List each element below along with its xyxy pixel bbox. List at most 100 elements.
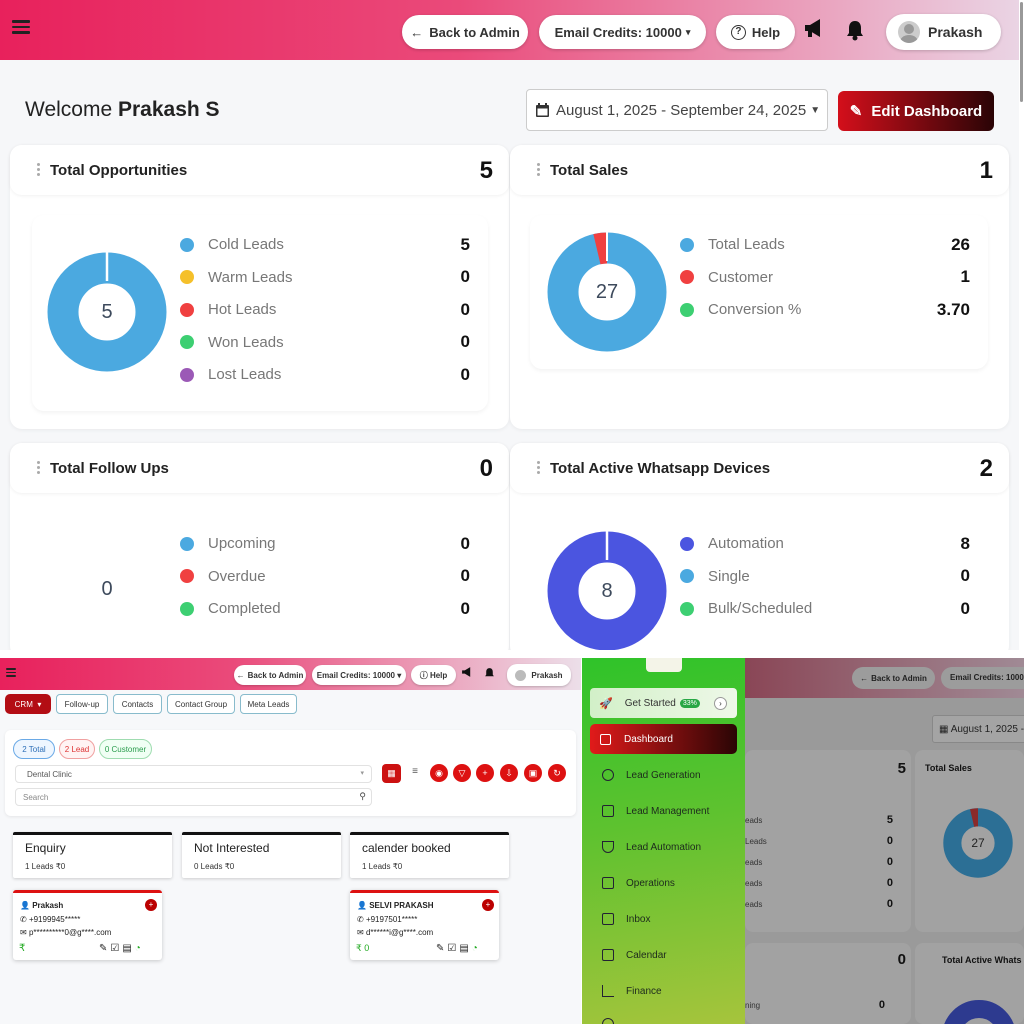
- filter-icon[interactable]: ▽: [453, 764, 471, 782]
- legend-dot: [180, 335, 194, 349]
- hide-icon[interactable]: ◉: [430, 764, 448, 782]
- chart-icon: [602, 985, 614, 997]
- card-total: 2: [979, 455, 993, 482]
- sidebar-item-lead-automation[interactable]: Lead Automation: [602, 841, 701, 853]
- legend-label: Single: [708, 567, 750, 585]
- grid-view-icon[interactable]: ▦: [382, 764, 401, 783]
- drag-handle-icon[interactable]: [37, 163, 41, 177]
- tab-meta-leads[interactable]: Meta Leads: [240, 694, 297, 714]
- megaphone-icon[interactable]: [461, 666, 474, 678]
- search-input[interactable]: Search ⚲: [15, 788, 372, 806]
- legend-item: Single 0: [680, 566, 980, 585]
- user-menu[interactable]: Prakash: [886, 14, 1001, 50]
- opportunities-card: Total Opportunities 5 5 Cold Leads 5 Warm …: [10, 145, 509, 429]
- legend-dot: [180, 237, 194, 252]
- tab-contacts[interactable]: Contacts: [113, 694, 162, 714]
- sidebar-item-lead-management[interactable]: Lead Management: [602, 805, 709, 817]
- card-total: 0: [479, 455, 493, 482]
- dim-card-followups: 0 ning 0: [745, 943, 911, 1024]
- pill-total[interactable]: 2 Total: [13, 739, 55, 759]
- sidebar-item-lead-generation[interactable]: Lead Generation: [602, 769, 701, 781]
- lead-actions[interactable]: ✎☑▤◔: [436, 943, 481, 954]
- lead-name: 👤 Prakash: [20, 901, 64, 910]
- pill-customer[interactable]: 0 Customer: [99, 739, 152, 759]
- calendar-icon: [536, 103, 549, 117]
- help-button[interactable]: ? Help: [716, 15, 795, 49]
- sidebar-item-inbox[interactable]: Inbox: [602, 913, 650, 925]
- inbox-icon: [602, 913, 614, 925]
- tab-follow-up[interactable]: Follow-up: [56, 694, 108, 714]
- drag-handle-icon[interactable]: [37, 461, 41, 475]
- card-header: Total Active Whatsapp Devices 2: [510, 443, 1009, 493]
- legend-dot: [680, 270, 694, 284]
- box-icon[interactable]: ▣: [524, 764, 542, 782]
- legend-value: 0: [460, 364, 470, 384]
- drag-handle-icon[interactable]: [537, 461, 541, 475]
- lead-card[interactable]: 👤 Prakash + ✆ +9199945***** ✉ p*********…: [13, 890, 162, 960]
- logo: [646, 658, 682, 672]
- dim-legend-label: eads: [745, 900, 763, 909]
- lead-actions[interactable]: ✎☑▤◔: [99, 943, 144, 954]
- date-range-picker[interactable]: August 1, 2025 - September 24, 2025 ▼: [526, 89, 828, 131]
- lead-name: 👤 SELVI PRAKASH: [357, 901, 434, 910]
- pipeline-select[interactable]: Dental Clinic ▾: [15, 765, 372, 783]
- legend-dot: [180, 270, 194, 284]
- chevron-right-icon[interactable]: ›: [714, 696, 727, 710]
- get-started-item[interactable]: 🚀 Get Started 33% ›: [590, 688, 737, 718]
- dim-legend-label: eads: [745, 858, 763, 867]
- date-range-picker[interactable]: ▦ August 1, 2025 -: [932, 715, 1024, 743]
- add-icon[interactable]: +: [145, 899, 157, 911]
- arrow-left-icon: ←: [410, 24, 424, 40]
- add-icon[interactable]: +: [476, 764, 494, 782]
- menu-icon[interactable]: [6, 668, 16, 682]
- import-icon[interactable]: ⇩: [500, 764, 518, 782]
- add-icon[interactable]: +: [482, 899, 494, 911]
- bell-icon[interactable]: [484, 667, 495, 679]
- drag-handle-icon[interactable]: [537, 163, 541, 177]
- sidebar-item-more[interactable]: [602, 1018, 626, 1024]
- sidebar-item-dashboard[interactable]: Dashboard: [590, 724, 737, 754]
- legend-dot: [680, 237, 694, 252]
- dim-card-whatsapp: Total Active Whats: [915, 943, 1024, 1024]
- sidebar-item-calendar[interactable]: Calendar: [602, 949, 667, 961]
- legend-value: 0: [460, 332, 470, 351]
- list-view-icon[interactable]: ≡: [412, 766, 418, 777]
- email-credits-dropdown[interactable]: Email Credits: 10000: [941, 667, 1024, 689]
- legend-item: Warm Leads 0: [180, 267, 480, 286]
- legend-item: Cold Leads 5: [180, 235, 480, 254]
- scrollbar[interactable]: [1019, 0, 1024, 650]
- email-credits-dropdown[interactable]: Email Credits: 10000 ▾: [539, 15, 706, 49]
- sidebar-item-finance[interactable]: Finance: [602, 985, 662, 997]
- card-total: 5: [479, 157, 493, 184]
- donut-svg: [547, 232, 667, 352]
- legend-dot: [180, 302, 194, 317]
- menu-icon[interactable]: [12, 20, 30, 34]
- back-to-admin-button[interactable]: ← Back to Admin: [402, 15, 528, 49]
- tab-crm[interactable]: CRM ▾: [5, 694, 51, 714]
- dim-legend-label: eads: [745, 816, 763, 825]
- card-header: Total Opportunities 5: [10, 145, 509, 195]
- megaphone-icon[interactable]: [803, 17, 827, 39]
- legend-item: Completed 0: [180, 599, 480, 618]
- help-button[interactable]: ⓘ Help: [411, 665, 456, 685]
- legend-label: Total Leads: [708, 236, 785, 253]
- tab-contact-group[interactable]: Contact Group: [167, 694, 235, 714]
- whatsapp-card: Total Active Whatsapp Devices 2 8 Automa…: [510, 443, 1009, 658]
- user-menu[interactable]: Prakash: [507, 664, 571, 686]
- stage-column-not-interested: Not Interested 0 Leads ₹0: [182, 832, 341, 878]
- lead-phone: ✆ +9199945*****: [20, 915, 81, 924]
- legend-label: Cold Leads: [208, 236, 284, 253]
- back-to-admin-button[interactable]: ← Back to Admin: [234, 665, 306, 685]
- email-credits-dropdown[interactable]: Email Credits: 10000 ▾: [312, 665, 406, 685]
- lead-phone: ✆ +9197501*****: [357, 915, 418, 924]
- bell-icon[interactable]: [845, 19, 865, 41]
- sidebar-item-operations[interactable]: Operations: [602, 877, 675, 889]
- legend-label: Hot Leads: [208, 301, 277, 318]
- legend-value: 3.70: [936, 299, 970, 319]
- lead-card[interactable]: 👤 SELVI PRAKASH + ✆ +9197501***** ✉ d***…: [350, 890, 499, 960]
- pill-lead[interactable]: 2 Lead: [59, 739, 95, 759]
- refresh-icon[interactable]: ↻: [548, 764, 566, 782]
- back-to-admin-button[interactable]: ← Back to Admin: [852, 667, 935, 689]
- crm-header: ← Back to Admin Email Credits: 10000 ▾ ⓘ…: [0, 658, 581, 690]
- edit-dashboard-button[interactable]: ✎ Edit Dashboard: [838, 91, 994, 131]
